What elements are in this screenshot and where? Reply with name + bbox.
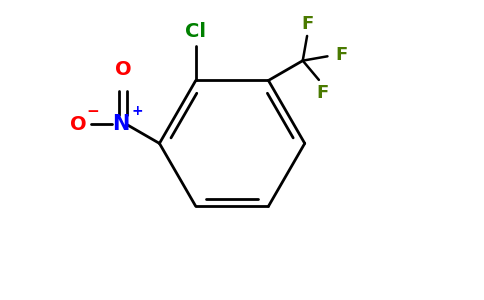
Text: Cl: Cl: [185, 22, 206, 41]
Text: F: F: [316, 84, 328, 102]
Text: −: −: [87, 104, 100, 119]
Text: N: N: [112, 114, 130, 134]
Text: F: F: [336, 46, 348, 64]
Text: +: +: [132, 104, 143, 118]
Text: O: O: [70, 115, 86, 134]
Text: F: F: [301, 15, 313, 33]
Text: O: O: [115, 60, 131, 79]
